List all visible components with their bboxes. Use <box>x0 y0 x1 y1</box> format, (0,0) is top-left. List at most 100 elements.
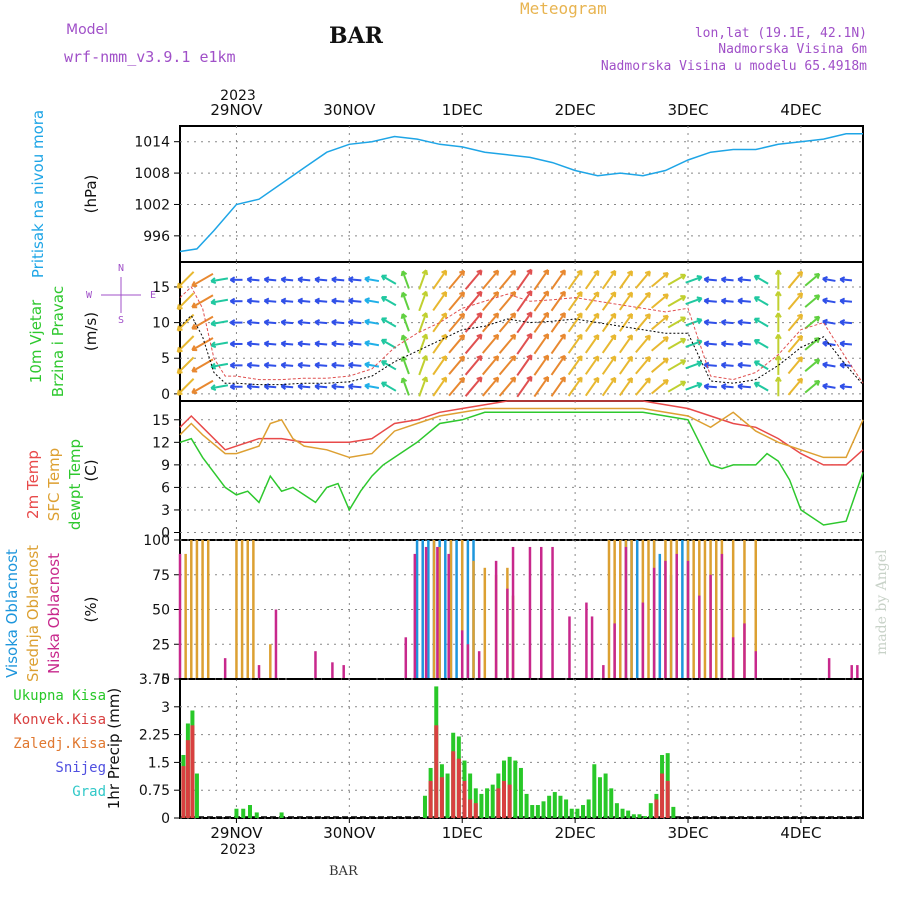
y-unit-label: (%) <box>82 597 100 623</box>
bar-cloud_mid <box>206 540 210 679</box>
wind-vector-head <box>559 269 566 274</box>
wind-vector <box>651 336 669 352</box>
wind-vector <box>315 385 328 389</box>
wind-vector <box>635 377 651 396</box>
bar-precip_total <box>530 805 535 818</box>
wind-vector <box>264 363 277 367</box>
wind-vector-head <box>210 344 217 349</box>
bar-cloud_mid <box>669 540 673 679</box>
wind-vector-head <box>421 312 427 317</box>
wind-vector-head <box>314 342 320 348</box>
wind-vector-head <box>644 270 651 275</box>
wind-vector-head <box>774 269 780 276</box>
bar-precip_total <box>671 806 676 818</box>
wind-vector <box>840 278 853 282</box>
wind-vector-head <box>644 356 651 360</box>
bar-cloud_low <box>551 546 554 679</box>
bar-precip_conv <box>468 799 473 818</box>
bar-cloud_mid <box>692 540 695 679</box>
wind-vector <box>550 355 566 376</box>
wind-vector <box>264 299 277 303</box>
bar-precip_conv <box>507 784 512 818</box>
wind-vector-head <box>627 377 633 382</box>
wind-vector <box>448 291 465 311</box>
y-tick-label: 100 <box>143 533 170 549</box>
wind-vector-head <box>610 376 616 381</box>
wind-vector-head <box>526 268 532 273</box>
bar-precip_conv <box>439 777 444 818</box>
wind-vector-head <box>348 363 354 369</box>
wind-vector-head <box>753 382 758 388</box>
wind-vector-head <box>210 387 217 391</box>
wind-vector-head <box>400 313 404 320</box>
wind-vector-head <box>280 321 286 326</box>
wind-vector-head <box>610 334 616 338</box>
y-unit-label: (C) <box>82 459 100 481</box>
wind-vector-head <box>644 334 651 339</box>
wind-vector <box>331 363 345 367</box>
wind-vector <box>516 269 533 291</box>
chart-title: Meteogram <box>520 0 607 18</box>
wind-vector <box>418 355 428 376</box>
y-title: 10m Vjetar <box>27 299 45 383</box>
legend-entry: Zaledj.Kisa <box>13 736 106 752</box>
wind-vector <box>584 334 600 354</box>
wind-vector-head <box>380 318 386 324</box>
wind-vector-head <box>246 299 252 305</box>
wind-vector <box>281 278 294 282</box>
bar-precip_total <box>648 803 653 818</box>
wind-vector <box>754 296 769 306</box>
bar-cloud_low <box>511 546 515 679</box>
wind-vector-head <box>331 364 337 369</box>
wind-vector <box>264 385 277 389</box>
wind-vector-head <box>229 364 236 369</box>
wind-vector <box>721 342 734 346</box>
wind-vector-head <box>753 318 758 324</box>
wind-vector-head <box>593 269 599 274</box>
bar-cloud_mid <box>195 540 199 679</box>
wind-vector-head <box>737 321 743 326</box>
wind-vector <box>840 385 853 389</box>
wind-vector <box>651 315 669 331</box>
wind-vector <box>516 290 533 312</box>
bar-precip_total <box>422 795 427 818</box>
wind-vector <box>667 359 686 372</box>
wind-vector-head <box>720 278 727 284</box>
bar-precip_conv <box>428 780 433 818</box>
series-line-pressure <box>179 133 863 253</box>
wind-vector <box>348 385 362 389</box>
wind-vector <box>247 385 260 389</box>
bar-cloud_mid <box>647 540 650 679</box>
wind-vector <box>315 278 328 282</box>
wind-vector <box>635 313 651 332</box>
y-tick-label: 10 <box>152 316 170 332</box>
bar-cloud_low <box>528 546 532 679</box>
wind-vector-head <box>610 355 616 360</box>
wind-vector-head <box>703 385 709 390</box>
wind-vector-head <box>627 291 633 296</box>
legend-entry: Grad <box>72 784 106 800</box>
y-tick-label: 0.75 <box>139 783 170 799</box>
wind-vector-head <box>441 269 447 274</box>
compass-label: N <box>118 263 124 274</box>
wind-vector-head <box>493 333 499 338</box>
wind-vector-head <box>297 364 303 369</box>
panel-pressure: 1014 1008 1002 996 (hPa) Pritisak na nivou mo… <box>29 110 864 278</box>
wind-vector-head <box>576 376 583 381</box>
wind-vector <box>364 298 380 304</box>
wind-vector <box>635 334 651 354</box>
wind-vector <box>804 380 820 394</box>
wind-vector-head <box>822 363 828 369</box>
bar-cloud_high <box>455 540 458 679</box>
wind-vector-head <box>476 269 482 273</box>
bar-cloud_low <box>178 553 182 679</box>
wind-vector-head <box>210 365 217 370</box>
wind-vector-head <box>696 360 702 364</box>
wind-vector <box>704 321 717 325</box>
wind-vector-head <box>559 354 566 359</box>
wind-vector-head <box>364 341 370 347</box>
bar-precip_total <box>586 799 591 818</box>
bar-cloud_low <box>754 651 758 679</box>
wind-vector <box>685 297 702 306</box>
bar-cloud_mid <box>731 540 735 679</box>
